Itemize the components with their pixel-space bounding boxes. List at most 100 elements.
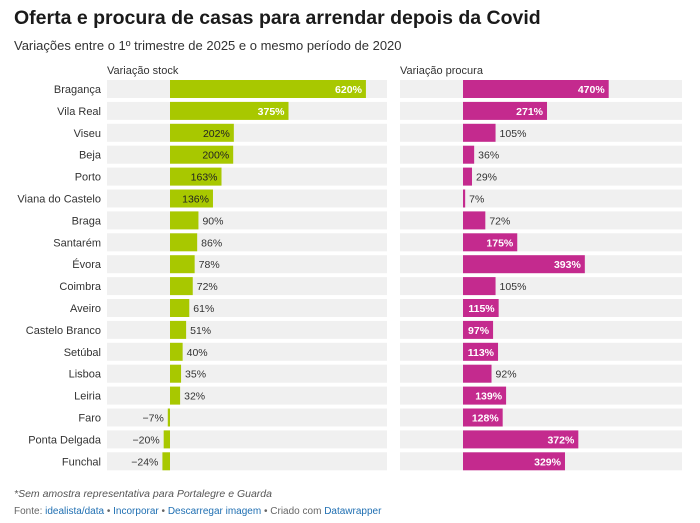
source-link[interactable]: idealista/data: [45, 506, 105, 517]
stock-value-label: 202%: [203, 128, 230, 140]
stock-value-label: 136%: [182, 194, 209, 206]
stock-row-background: [107, 145, 387, 164]
stock-value-label: 78%: [199, 259, 220, 271]
procura-row-background: [400, 277, 682, 296]
procura-row-background: [400, 167, 682, 186]
stock-value-label: −24%: [131, 456, 158, 468]
procura-value-label: 115%: [468, 303, 495, 315]
embed-link[interactable]: Incorporar: [113, 506, 159, 517]
procura-row-background: [400, 145, 682, 164]
stock-row-background: [107, 123, 387, 142]
stock-value-label: −20%: [133, 434, 160, 446]
row-label: Ponta Delgada: [28, 434, 102, 446]
procura-bar: [463, 299, 499, 317]
row-label: Viseu: [74, 128, 101, 140]
stock-row-background: [107, 277, 387, 296]
footnote: *Sem amostra representativa para Portale…: [14, 488, 272, 500]
procura-bar: [463, 277, 496, 296]
stock-bar: [170, 145, 234, 164]
procura-row-background: [400, 189, 682, 208]
stock-bar: [170, 364, 182, 383]
stock-bar: [170, 255, 195, 274]
stock-value-label: 61%: [193, 303, 214, 315]
row-label: Porto: [75, 172, 101, 184]
procura-bar: [463, 430, 579, 449]
row-label: Faro: [78, 413, 101, 425]
procura-bar: [463, 123, 496, 142]
procura-value-label: 29%: [476, 172, 497, 184]
procura-bar: [463, 342, 499, 361]
stock-row-background: [107, 430, 387, 449]
footer-separator: •: [106, 506, 111, 517]
stock-row-background: [107, 211, 387, 230]
procura-row-background: [400, 386, 682, 405]
stock-row-background: [107, 342, 387, 361]
stock-row-background: [107, 189, 387, 208]
stock-row-background: [107, 233, 387, 252]
download-image-link[interactable]: Descarregar imagem: [167, 506, 262, 517]
created-with-label: Criado com: [270, 506, 322, 517]
stock-value-label: 35%: [185, 369, 206, 381]
procura-row-background: [400, 233, 682, 252]
stock-row-background: [107, 255, 387, 274]
procura-row-background: [400, 123, 682, 142]
procura-bar: [463, 80, 609, 98]
row-label: Setúbal: [64, 347, 101, 359]
procura-bar: [463, 364, 492, 383]
row-label: Aveiro: [70, 303, 101, 315]
chart-title: Oferta e procura de casas para arrendar …: [14, 7, 541, 29]
procura-row-background: [400, 364, 682, 383]
stock-bar: [170, 123, 234, 142]
procura-row-background: [400, 320, 682, 339]
procura-bar: [463, 101, 548, 120]
stock-value-label: 375%: [258, 106, 286, 118]
stock-bar: [170, 233, 198, 252]
procura-panel-header: Variação procura: [400, 65, 483, 77]
stock-row-background: [107, 408, 387, 427]
procura-value-label: 128%: [472, 413, 500, 425]
footer: Fonte: idealista/data • Incorporar • Des…: [14, 506, 381, 517]
footer-separator: •: [263, 506, 268, 517]
stock-bar: [162, 452, 170, 471]
procura-bar: [463, 452, 565, 471]
stock-bar: [170, 80, 366, 98]
stock-bar: [170, 320, 187, 339]
procura-bar: [463, 145, 475, 164]
row-label: Lisboa: [69, 369, 102, 381]
procura-value-label: 470%: [578, 84, 606, 96]
procura-value-label: 393%: [554, 259, 582, 271]
stock-bar: [170, 211, 199, 230]
row-label: Braga: [72, 215, 102, 227]
procura-row-background: [400, 299, 682, 317]
procura-value-label: 105%: [500, 128, 527, 140]
procura-value-label: 72%: [489, 215, 510, 227]
stock-bar: [170, 167, 222, 186]
source-label: Fonte:: [14, 506, 43, 517]
procura-value-label: 372%: [547, 434, 575, 446]
datawrapper-link[interactable]: Datawrapper: [324, 506, 382, 517]
stock-bar: [163, 430, 170, 449]
row-label: Beja: [79, 150, 102, 162]
stock-row-background: [107, 320, 387, 339]
row-label: Santarém: [53, 237, 101, 249]
stock-row-background: [107, 299, 387, 317]
row-label: Viana do Castelo: [17, 194, 101, 206]
procura-value-label: 92%: [496, 369, 517, 381]
procura-value-label: 271%: [516, 106, 544, 118]
stock-row-background: [107, 364, 387, 383]
procura-bar: [463, 167, 472, 186]
stock-bar: [170, 277, 193, 296]
bar-chart: Bragança 620% 470% Vila Real 375% 271% Viseu 20…: [17, 80, 682, 471]
row-label: Leiria: [74, 391, 102, 403]
stock-bar: [170, 101, 289, 120]
row-label: Vila Real: [57, 106, 101, 118]
procura-row-background: [400, 342, 682, 361]
stock-bar: [170, 189, 213, 208]
row-label: Castelo Branco: [26, 325, 101, 337]
procura-row-background: [400, 211, 682, 230]
procura-value-label: 329%: [534, 456, 562, 468]
stock-value-label: 72%: [197, 281, 218, 293]
procura-value-label: 105%: [500, 281, 527, 293]
row-label: Évora: [72, 258, 102, 271]
procura-row-background: [400, 408, 682, 427]
